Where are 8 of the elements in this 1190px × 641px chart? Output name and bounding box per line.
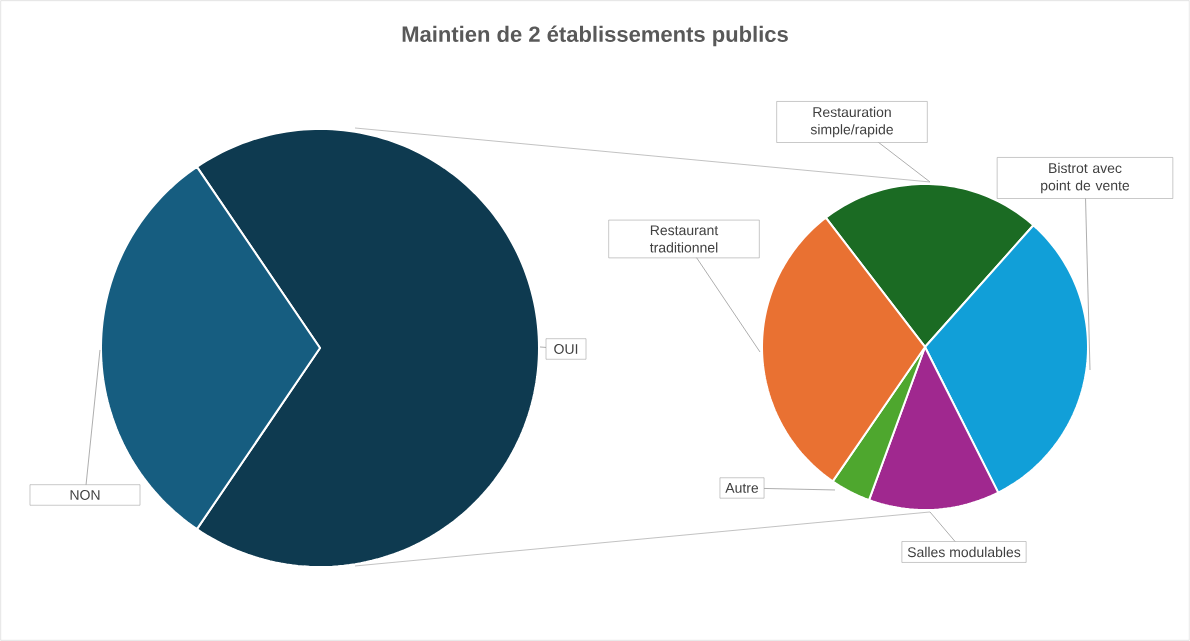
slice-label: OUI [554,344,578,354]
slice-label: Bistrot avec point de vente [1041,162,1130,194]
slice-label: Restauration simple/rapide [810,106,893,138]
slice-label: Restaurant traditionnel [649,225,719,253]
slice-label: Autre [725,483,759,493]
slice-label: NON [70,490,100,500]
slice-label: Salles modulables [907,546,1021,558]
chart-title: Maintien de 2 établissements publics [402,25,788,47]
